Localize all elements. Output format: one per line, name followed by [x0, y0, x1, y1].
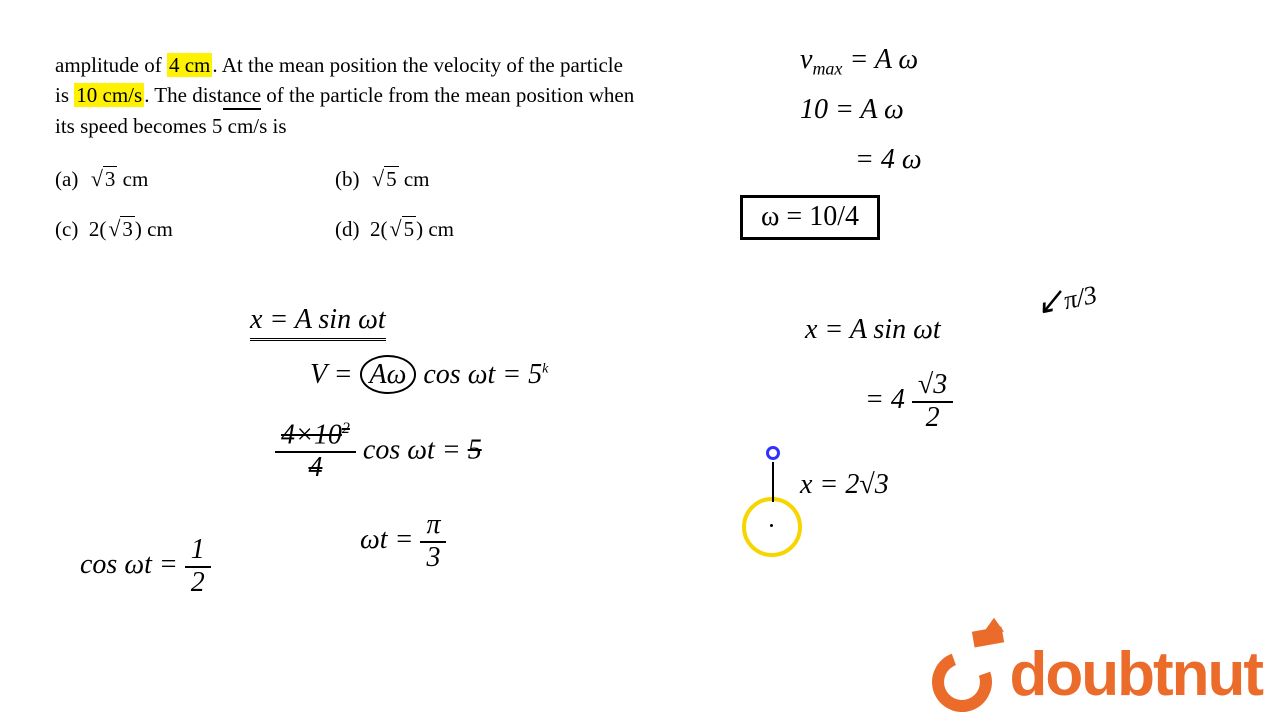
option-c: (c) 2( 3) cm — [55, 213, 335, 245]
cursor-ring-icon — [742, 497, 802, 557]
hw-v-pre: V = — [310, 359, 360, 390]
q-text-1: amplitude of — [55, 53, 167, 77]
hw-4root: = 4 √3 2 — [865, 370, 953, 434]
hw-vmax-sub: max — [812, 59, 842, 79]
sqrt-icon: 3 — [106, 213, 135, 245]
opt-c-label: (c) — [55, 217, 78, 241]
option-row-2: (c) 2(3) cm (d) 2(5) cm — [55, 213, 635, 245]
hw-coswt: cos ωt = 1 2 — [80, 535, 211, 599]
option-b: (b) 5 cm — [335, 163, 615, 195]
opt-d-pre: 2( — [370, 217, 388, 241]
hw-coswt-l: cos ωt = — [80, 549, 185, 580]
opt-d-label: (d) — [335, 217, 360, 241]
hw-10eq: 10 = A ω — [800, 95, 904, 126]
opt-a-sqrt: 3 — [103, 166, 118, 191]
hw-vmax-eq: = A ω — [842, 44, 918, 75]
cursor-dot-icon — [770, 524, 773, 527]
hw-c1-den: 4 — [275, 453, 356, 484]
opt-d-sqrt: 5 — [402, 216, 417, 241]
hw-x-eq: x = A sin ωt — [250, 305, 386, 336]
question-text: amplitude of 4 cm. At the mean position … — [55, 50, 635, 263]
doubtnut-logo: doubtnut — [932, 637, 1262, 712]
hw-wt-l: ωt = — [360, 524, 420, 555]
option-a: (a) 3 cm — [55, 163, 335, 195]
option-row-1: (a) 3 cm (b) 5 cm — [55, 163, 635, 195]
hw-final-t: x = 2√3 — [800, 469, 889, 500]
hw-vmax: vmax = A ω — [800, 45, 918, 79]
hw-r3-d: 2 — [912, 403, 953, 434]
opt-b-label: (b) — [335, 167, 360, 191]
hw-calc1-frac: 4×102 4 — [275, 420, 356, 484]
cursor-inner-icon — [766, 446, 780, 460]
hw-coswt-frac: 1 2 — [185, 535, 211, 599]
opt-a-label: (a) — [55, 167, 78, 191]
hw-v-circ: Aω — [360, 355, 417, 394]
logo-icon — [932, 637, 1007, 712]
hw-box: ω = 10/4 — [740, 195, 880, 240]
sqrt-icon: 5 — [388, 213, 417, 245]
hw-wt-d: 3 — [420, 543, 446, 574]
option-d: (d) 2( 5) cm — [335, 213, 615, 245]
hw-coswt-d: 2 — [185, 568, 211, 599]
opt-b-unit: cm — [399, 167, 430, 191]
hw-c1-str: 4×10 — [281, 419, 342, 450]
hw-4w: = 4 ω — [855, 145, 922, 176]
hw-c1-sup: 2 — [342, 420, 350, 437]
hw-wt: ωt = π 3 — [360, 510, 446, 574]
hw-v-eq: V = Aω cos ωt = 5k — [310, 360, 548, 391]
hw-10eq-t: 10 = A ω — [800, 94, 904, 125]
opt-c-post: ) cm — [135, 217, 173, 241]
sqrt-icon: 5 — [370, 163, 399, 195]
logo-cap-icon — [972, 627, 1004, 648]
hw-c1-end: 5 — [468, 434, 482, 465]
hw-v-post: cos ωt = 5 — [416, 359, 542, 390]
hw-v-sup: k — [542, 362, 548, 377]
opt-a-unit: cm — [117, 167, 148, 191]
cursor-stem-icon — [772, 462, 774, 502]
options-block: (a) 3 cm (b) 5 cm (c) 2(3) cm (d) 2(5) c… — [55, 163, 635, 245]
opt-c-pre: 2( — [89, 217, 107, 241]
hw-c1-mid: cos ωt = — [363, 434, 468, 465]
hw-pi3-arrow: ↙π/3 — [1032, 274, 1100, 323]
hw-calc1: 4×102 4 cos ωt = 5 — [275, 420, 482, 484]
highlight-10cms: 10 cm/s — [74, 83, 144, 107]
highlight-4cm: 4 cm — [167, 53, 212, 77]
hw-wt-frac: π 3 — [420, 510, 446, 574]
hw-boxed-omega: ω = 10/4 — [740, 195, 880, 240]
hw-4w-t: = 4 ω — [855, 144, 922, 175]
opt-c-sqrt: 3 — [120, 216, 135, 241]
hw-xasin-t: x = A sin ωt — [805, 314, 941, 345]
hw-4root-pre: = 4 — [865, 384, 912, 415]
logo-text: doubtnut — [1009, 639, 1262, 710]
logo-circle-icon — [923, 642, 1003, 722]
opt-d-post: ) cm — [416, 217, 454, 241]
hw-final: x = 2√3 — [800, 470, 889, 501]
hw-coswt-n: 1 — [185, 535, 211, 568]
hw-vmax-v: v — [800, 44, 812, 75]
hw-r3-n: √3 — [912, 370, 953, 403]
hw-wt-n: π — [420, 510, 446, 543]
hw-x-asin: x = A sin ωt — [805, 315, 941, 346]
opt-b-sqrt: 5 — [384, 166, 399, 191]
hw-pi3-t: π/3 — [1061, 280, 1100, 315]
sqrt-icon: 3 — [89, 163, 118, 195]
hw-boxed-text: ω = 10/4 — [761, 201, 859, 232]
q-text-3: . The dist — [144, 83, 222, 107]
hw-x-eq-t: x = A sin ωt — [250, 304, 386, 341]
hw-4root-frac: √3 2 — [912, 370, 953, 434]
q-underline: ance — [223, 83, 261, 110]
